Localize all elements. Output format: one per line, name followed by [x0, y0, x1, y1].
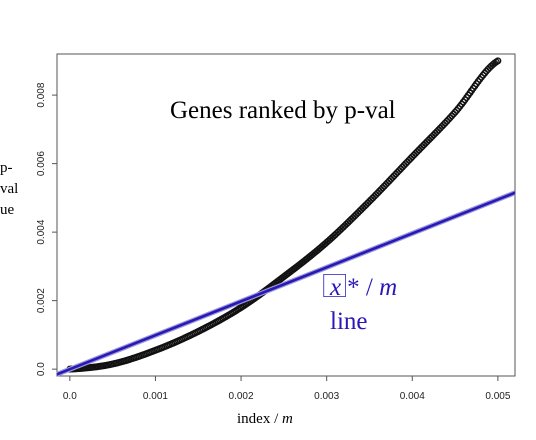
- x-tick-label: 0.0: [63, 391, 77, 402]
- line-annotation-m: m: [379, 274, 397, 301]
- line-annotation: x⃞* / m: [323, 274, 397, 301]
- x-tick-label: 0.001: [143, 391, 168, 402]
- y-tick-label: 0.008: [36, 82, 47, 107]
- x-tick-label: 0.003: [314, 391, 339, 402]
- x-axis-label: index / m: [237, 411, 293, 427]
- y-axis: 0.0 0.002 0.004 0.006 0.008: [36, 82, 57, 376]
- line-annotation-x: x: [329, 274, 341, 301]
- x-axis: 0.0 0.001 0.002 0.003 0.004 0.005: [63, 376, 511, 402]
- line-annotation-star: *: [347, 274, 360, 301]
- x-axis-label-m: m: [282, 411, 293, 427]
- y-axis-label-line-2: val: [0, 181, 18, 197]
- y-axis-label-line-3: ue: [0, 202, 15, 218]
- y-tick-label: 0.002: [36, 288, 47, 313]
- threshold-line: [56, 190, 516, 377]
- x-tick-label: 0.002: [229, 391, 254, 402]
- y-tick-label: 0.0: [36, 362, 47, 376]
- line-annotation-slash: /: [360, 274, 379, 301]
- genes-annotation: Genes ranked by p-val: [170, 97, 396, 124]
- x-tick-label: 0.005: [485, 391, 510, 402]
- x-tick-label: 0.004: [400, 391, 425, 402]
- plot-frame: [56, 53, 516, 377]
- threshold-line-stroke: [56, 191, 516, 376]
- x-axis-label-text: index /: [237, 411, 282, 427]
- line-annotation-word: line: [330, 308, 368, 335]
- y-axis-label-line-1: p-: [0, 160, 13, 176]
- y-tick-label: 0.006: [36, 151, 47, 176]
- y-tick-label: 0.004: [36, 219, 47, 244]
- data-point: [494, 57, 502, 65]
